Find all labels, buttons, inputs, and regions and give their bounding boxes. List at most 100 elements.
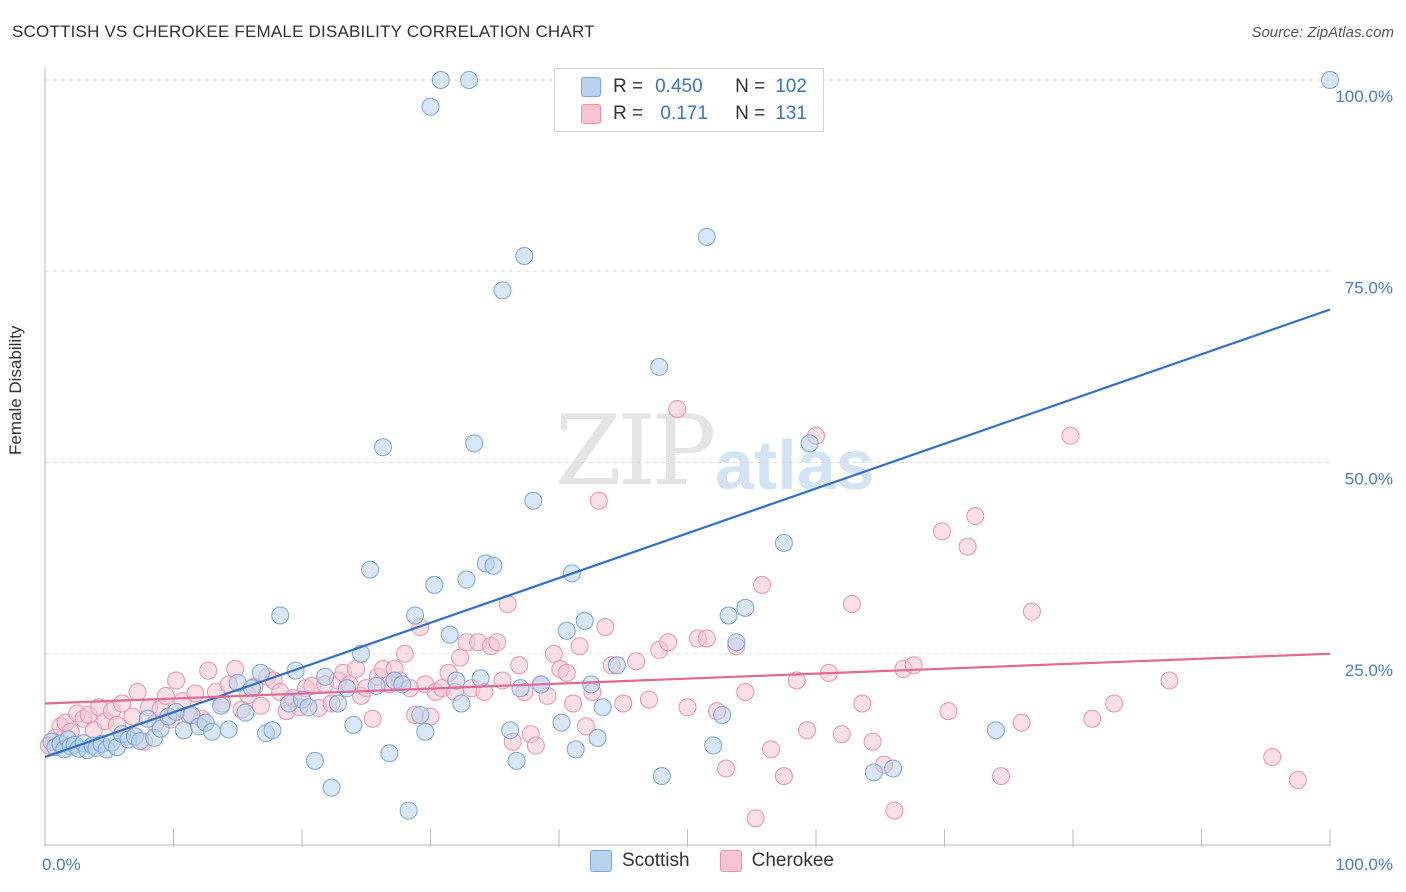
cherokee-point [863,732,882,751]
n-value: 102 [775,76,807,97]
cherokee-point [1288,770,1307,789]
scottish-point [484,556,503,575]
cherokee-point [128,683,147,701]
scottish-point [421,97,440,116]
scottish-point [650,357,669,376]
cherokee-point [589,491,608,510]
scottish-point [452,694,471,713]
scottish-point [471,669,490,688]
scottish-point [713,705,732,724]
cherokee-swatch [581,104,601,124]
scottish-point [607,656,626,675]
cherokee-point [659,633,678,652]
cherokee-point [1061,426,1080,445]
cherokee-point [544,644,563,663]
scottish-point [322,778,341,797]
cherokee-point [639,690,658,709]
cherokee-point [596,617,615,636]
scottish-point [575,611,594,630]
cherokee-point [939,702,958,721]
scottish-point [447,671,466,690]
cherokee-point [156,686,175,705]
cherokee-point [1012,713,1031,732]
scottish-point [203,722,222,741]
y-tick-label: 75.0% [1345,278,1393,297]
scottish-point [465,434,484,453]
cherokee-trendline [44,652,1331,705]
cherokee-point [346,660,365,679]
cherokee-point [570,637,589,656]
scottish-point [652,767,671,786]
scottish-point [425,575,444,594]
cherokee-point [510,656,529,675]
cherokee-point [832,725,851,744]
source-label: Source: ZipAtlas.com [1251,24,1394,41]
watermark-zip: ZIP [555,395,716,507]
legend-row-scottish: R = 0.450 N = 102 [581,74,807,100]
scottish-point [507,751,526,770]
cherokee-point [614,694,633,713]
cherokee-point [992,767,1011,786]
scottish-point [271,606,290,625]
series-legend: Scottish Cherokee [590,850,864,872]
scottish-point [800,434,819,453]
cherokee-point [451,648,470,667]
cherokee-point [363,709,382,728]
scottish-point [493,281,512,300]
scottish-point [552,713,571,732]
scottish-point [344,715,363,734]
cherokee-point [746,809,765,828]
cherokee-point [966,507,985,526]
cherokee-point [167,671,186,690]
scottish-point [884,759,903,778]
legend-item-scottish[interactable]: Scottish [590,850,690,872]
cherokee-point [488,633,507,652]
cherokee-point [787,671,806,690]
chart-title: SCOTTISH VS CHEROKEE FEMALE DISABILITY C… [12,22,595,41]
scottish-point [719,606,738,625]
cherokee-point [627,652,646,671]
scottish-trendline [44,308,1331,759]
y-tick-label: 50.0% [1345,470,1393,489]
scottish-swatch [581,77,601,97]
scottish-point [406,606,425,625]
scottish-point [864,763,883,782]
cherokee-point [853,694,872,713]
scottish-point [557,621,576,640]
legend-row-cherokee: R = 0.171 N = 131 [581,101,807,127]
cherokee-point [1105,694,1124,713]
scottish-point [399,801,418,820]
scottish-point [727,633,746,652]
scottish-point [380,744,399,763]
r-value: 0.450 [655,76,703,97]
scottish-point [416,722,435,741]
x-tick-label: 0.0% [42,855,81,874]
cherokee-point [557,663,576,682]
scottish-point [515,246,534,265]
y-tick-label: 25.0% [1345,661,1393,680]
cherokee-point [1022,602,1041,621]
cherokee-point [199,661,218,680]
cherokee-point [1160,671,1179,690]
stats-legend: R = 0.450 N = 102 R = 0.171 N = 131 [554,68,824,132]
legend-item-cherokee[interactable]: Cherokee [719,850,834,872]
scottish-point [704,736,723,755]
cherokee-point [762,740,781,759]
scottish-swatch [590,850,612,872]
cherokee-point [251,696,270,715]
scottish-point [457,570,476,589]
scottish-point [440,625,459,644]
n-label: N = [735,76,766,97]
scottish-point [236,703,255,722]
cherokee-point [1263,748,1282,767]
cherokee-swatch [719,850,742,872]
scottish-point [337,679,356,698]
n-label: N = [735,103,766,124]
legend-label: Cherokee [751,850,834,871]
scottish-point [212,696,231,715]
cherokee-point [678,698,697,717]
cherokee-point [697,629,716,648]
scottish-point [511,679,530,698]
scottish-point [736,598,755,617]
cherokee-point [717,759,736,778]
